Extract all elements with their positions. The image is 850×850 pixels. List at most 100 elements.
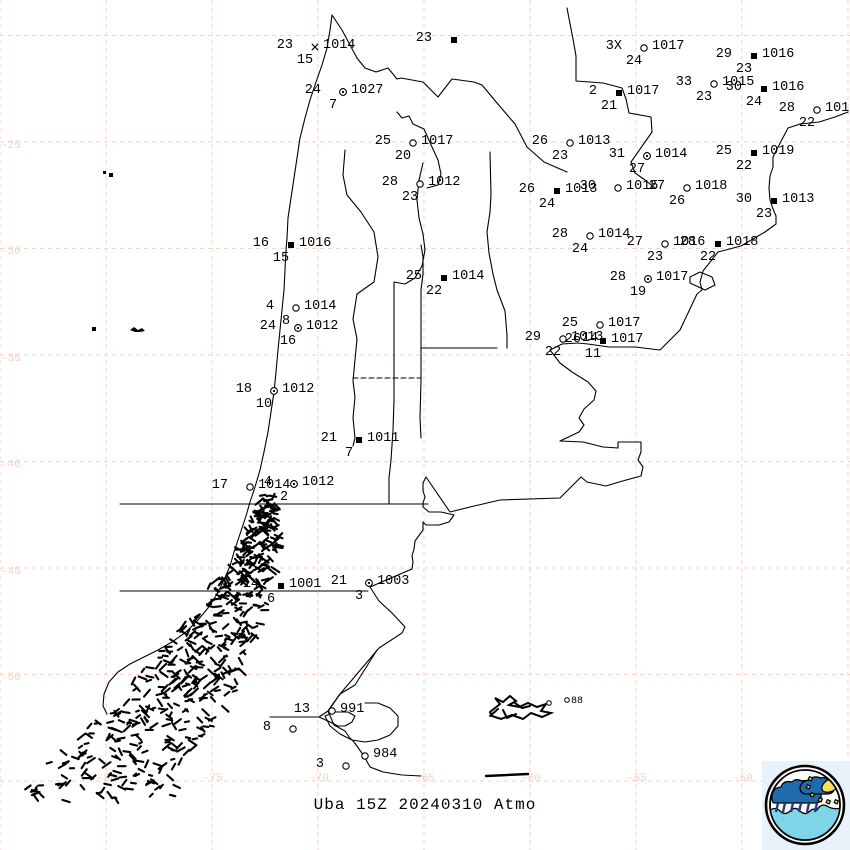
svg-text:27: 27 bbox=[627, 235, 643, 250]
svg-text:4: 4 bbox=[264, 475, 272, 490]
svg-text:28: 28 bbox=[680, 235, 696, 250]
svg-text:27: 27 bbox=[629, 162, 645, 177]
svg-text:1017: 1017 bbox=[652, 39, 684, 54]
svg-text:29: 29 bbox=[525, 330, 541, 345]
svg-text:23: 23 bbox=[756, 207, 772, 222]
svg-text:20: 20 bbox=[395, 149, 411, 164]
svg-text:22: 22 bbox=[426, 284, 442, 299]
svg-text:26: 26 bbox=[519, 182, 535, 197]
svg-text:1027: 1027 bbox=[351, 83, 383, 98]
svg-text:88: 88 bbox=[571, 696, 583, 707]
svg-text:25: 25 bbox=[375, 134, 391, 149]
svg-text:1014: 1014 bbox=[598, 227, 630, 242]
svg-text:23: 23 bbox=[552, 149, 568, 164]
svg-text:23: 23 bbox=[402, 190, 418, 205]
svg-text:1017: 1017 bbox=[611, 332, 643, 347]
svg-text:21: 21 bbox=[321, 431, 337, 446]
svg-text:1014: 1014 bbox=[452, 269, 484, 284]
svg-text:1013: 1013 bbox=[782, 192, 814, 207]
svg-text:28: 28 bbox=[779, 101, 795, 116]
svg-text:1016: 1016 bbox=[762, 47, 794, 62]
svg-text:14: 14 bbox=[582, 331, 598, 346]
svg-text:24: 24 bbox=[572, 242, 588, 257]
svg-text:-40: -40 bbox=[1, 459, 21, 471]
svg-text:1016: 1016 bbox=[299, 236, 331, 251]
svg-text:-45: -45 bbox=[1, 566, 21, 578]
svg-text:1001: 1001 bbox=[289, 577, 321, 592]
svg-text:28: 28 bbox=[382, 175, 398, 190]
svg-text:Uba 15Z 20240310 Atmo: Uba 15Z 20240310 Atmo bbox=[314, 796, 537, 814]
svg-text:-55: -55 bbox=[627, 773, 647, 785]
svg-text:1018: 1018 bbox=[695, 179, 727, 194]
svg-text:18: 18 bbox=[236, 382, 252, 397]
svg-text:24: 24 bbox=[626, 54, 642, 69]
svg-text:23: 23 bbox=[416, 31, 432, 46]
svg-text:1013: 1013 bbox=[578, 134, 610, 149]
svg-text:3X: 3X bbox=[606, 39, 622, 54]
svg-text:25: 25 bbox=[562, 316, 578, 331]
svg-text:3: 3 bbox=[316, 757, 324, 772]
svg-text:24: 24 bbox=[305, 83, 321, 98]
svg-text:23: 23 bbox=[696, 90, 712, 105]
svg-text:-70: -70 bbox=[309, 773, 329, 785]
svg-text:11: 11 bbox=[585, 347, 601, 362]
svg-text:21: 21 bbox=[331, 574, 347, 589]
svg-text:2: 2 bbox=[280, 490, 288, 505]
svg-text:1003: 1003 bbox=[377, 574, 409, 589]
svg-text:17: 17 bbox=[212, 478, 228, 493]
svg-text:22: 22 bbox=[799, 116, 815, 131]
svg-text:984: 984 bbox=[373, 747, 397, 762]
svg-text:28: 28 bbox=[610, 270, 626, 285]
svg-text:7: 7 bbox=[345, 446, 353, 461]
svg-text:25: 25 bbox=[406, 269, 422, 284]
svg-text:1018: 1018 bbox=[726, 235, 758, 250]
svg-text:1019: 1019 bbox=[762, 144, 794, 159]
svg-text:8: 8 bbox=[263, 720, 271, 735]
svg-text:1017: 1017 bbox=[825, 101, 850, 116]
svg-text:30: 30 bbox=[726, 80, 742, 95]
svg-text:22: 22 bbox=[545, 345, 561, 360]
svg-text:-30: -30 bbox=[1, 246, 21, 258]
svg-text:1014: 1014 bbox=[304, 299, 336, 314]
svg-text:28: 28 bbox=[552, 227, 568, 242]
svg-text:-50: -50 bbox=[1, 672, 21, 684]
svg-text:1012: 1012 bbox=[302, 475, 334, 490]
svg-text:25: 25 bbox=[716, 144, 732, 159]
svg-text:30: 30 bbox=[736, 192, 752, 207]
svg-text:4: 4 bbox=[266, 299, 274, 314]
svg-text:1012: 1012 bbox=[306, 319, 338, 334]
svg-text:21: 21 bbox=[601, 99, 617, 114]
svg-text:1017: 1017 bbox=[656, 270, 688, 285]
svg-text:1011: 1011 bbox=[367, 431, 399, 446]
svg-text:-35: -35 bbox=[1, 353, 21, 365]
svg-text:1012: 1012 bbox=[428, 175, 460, 190]
svg-text:23: 23 bbox=[647, 250, 663, 265]
svg-text:22: 22 bbox=[736, 159, 752, 174]
svg-text:1012: 1012 bbox=[282, 382, 314, 397]
svg-text:1014: 1014 bbox=[655, 147, 687, 162]
svg-text:19: 19 bbox=[630, 285, 646, 300]
svg-text:1017: 1017 bbox=[421, 134, 453, 149]
svg-text:1014: 1014 bbox=[323, 38, 355, 53]
svg-text:10: 10 bbox=[256, 397, 272, 412]
svg-text:24: 24 bbox=[539, 197, 555, 212]
svg-text:33: 33 bbox=[676, 75, 692, 90]
svg-text:8: 8 bbox=[282, 314, 290, 329]
svg-text:1017: 1017 bbox=[608, 316, 640, 331]
svg-text:23: 23 bbox=[277, 38, 293, 53]
svg-text:31: 31 bbox=[609, 147, 625, 162]
svg-text:-50: -50 bbox=[733, 773, 753, 785]
svg-text:13: 13 bbox=[294, 702, 310, 717]
svg-text:1016: 1016 bbox=[772, 80, 804, 95]
svg-text:15: 15 bbox=[273, 251, 289, 266]
svg-text:-25: -25 bbox=[1, 140, 21, 152]
svg-text:30: 30 bbox=[580, 179, 596, 194]
svg-text:7: 7 bbox=[329, 98, 337, 113]
svg-text:991: 991 bbox=[340, 702, 364, 717]
svg-text:2: 2 bbox=[589, 84, 597, 99]
svg-text:15: 15 bbox=[297, 53, 313, 68]
svg-text:22: 22 bbox=[700, 250, 716, 265]
svg-text:26: 26 bbox=[669, 194, 685, 209]
svg-text:29: 29 bbox=[716, 47, 732, 62]
svg-text:3: 3 bbox=[355, 589, 363, 604]
